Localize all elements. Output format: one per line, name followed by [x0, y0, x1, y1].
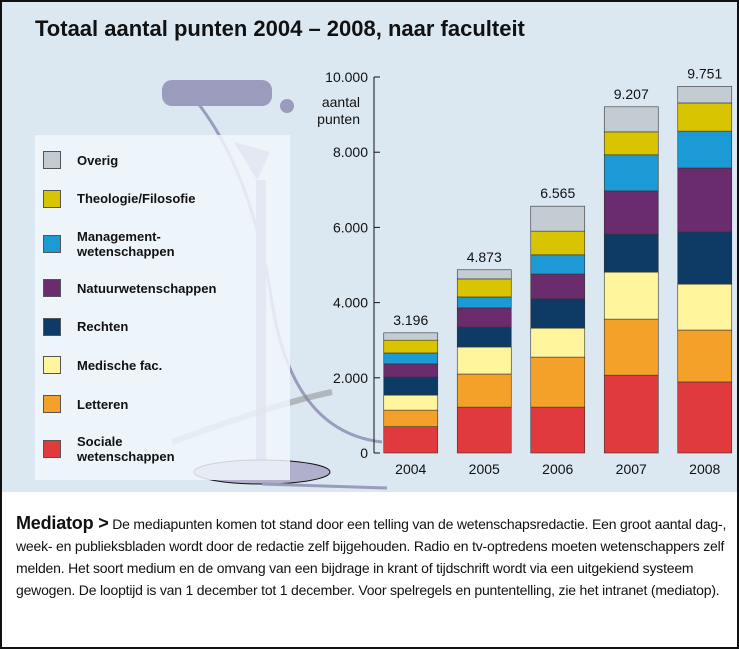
legend: Sociale wetenschappen Letteren Medische fa…	[35, 135, 290, 480]
bar-segment	[678, 284, 732, 330]
bar-segment	[604, 191, 658, 234]
bar-segment	[531, 255, 585, 274]
bar-segment	[678, 330, 732, 382]
legend-swatch	[43, 279, 61, 297]
total-label: 9.751	[687, 65, 722, 81]
legend-entry: Overig	[35, 151, 290, 169]
legend-swatch	[43, 235, 61, 253]
bar-segment	[457, 270, 511, 279]
bar-segment	[384, 364, 438, 377]
legend-entry: Theologie/Filosofie	[35, 190, 290, 208]
bar-segment	[531, 299, 585, 328]
total-label: 3.196	[393, 312, 428, 328]
legend-label: Letteren	[77, 397, 219, 412]
total-label: 9.207	[614, 86, 649, 102]
y-tick-label: 4.000	[333, 295, 368, 311]
bar-segment	[384, 333, 438, 340]
legend-entry: Natuurwetenschappen	[35, 279, 290, 297]
bar-segment	[531, 206, 585, 231]
y-tick-label: 6.000	[333, 219, 368, 235]
legend-swatch	[43, 395, 61, 413]
legend-label: Overig	[77, 153, 219, 168]
x-tick-label: 2006	[542, 461, 573, 477]
bar-segment	[457, 279, 511, 297]
bar-segment	[604, 319, 658, 375]
bar-segment	[384, 340, 438, 353]
bar-segment	[678, 382, 732, 453]
bar-segment	[457, 327, 511, 347]
note-lead: Mediatop >	[16, 513, 109, 533]
bar-segment	[457, 347, 511, 374]
bar-segment	[457, 374, 511, 407]
note: Mediatop > De mediapunten komen tot stan…	[16, 512, 728, 601]
legend-swatch	[43, 190, 61, 208]
bar-segment	[531, 357, 585, 407]
bar-segment	[384, 395, 438, 410]
bar-segment	[678, 168, 732, 232]
note-body: De mediapunten komen tot stand door een …	[16, 516, 726, 598]
bar-segment	[457, 297, 511, 308]
y-tick-label: 0	[360, 445, 368, 461]
bar-segment	[604, 234, 658, 272]
legend-entry: Management-wetenschappen	[35, 229, 290, 259]
bar-segment	[604, 272, 658, 319]
bar-segment	[678, 86, 732, 103]
legend-swatch	[43, 318, 61, 336]
x-tick-label: 2004	[395, 461, 426, 477]
y-tick-label: 8.000	[333, 144, 368, 160]
x-tick-label: 2008	[689, 461, 720, 477]
total-label: 4.873	[467, 249, 502, 265]
legend-label: Sociale wetenschappen	[77, 434, 219, 464]
legend-label: Rechten	[77, 319, 219, 334]
bar-segment	[531, 231, 585, 255]
bar-segment	[531, 407, 585, 453]
bar-segment	[531, 328, 585, 357]
x-tick-label: 2005	[469, 461, 500, 477]
total-label: 6.565	[540, 185, 575, 201]
bar-segment	[384, 427, 438, 453]
legend-swatch	[43, 151, 61, 169]
legend-label: Theologie/Filosofie	[77, 191, 219, 206]
bar-segment	[604, 132, 658, 155]
page: Totaal aantal punten 2004 – 2008, naar f…	[0, 0, 739, 649]
legend-entry: Letteren	[35, 395, 290, 413]
legend-label: Management-wetenschappen	[77, 229, 219, 259]
bar-segment	[604, 155, 658, 191]
x-tick-label: 2007	[616, 461, 647, 477]
bar-segment	[384, 410, 438, 427]
legend-entry: Sociale wetenschappen	[35, 434, 290, 464]
bar-segment	[457, 308, 511, 327]
legend-label: Natuurwetenschappen	[77, 281, 219, 296]
bar-segment	[678, 103, 732, 131]
legend-swatch	[43, 356, 61, 374]
y-tick-label: 2.000	[333, 370, 368, 386]
bar-segment	[604, 375, 658, 453]
bar-segment	[384, 353, 438, 364]
bar-segment	[384, 377, 438, 395]
bar-segment	[678, 232, 732, 284]
y-tick-label: 10.000	[325, 69, 368, 85]
bar-segment	[457, 407, 511, 453]
legend-swatch	[43, 440, 61, 458]
legend-label: Medische fac.	[77, 358, 219, 373]
legend-entry: Medische fac.	[35, 356, 290, 374]
bar-segment	[678, 131, 732, 168]
bar-segment	[604, 107, 658, 132]
legend-entry: Rechten	[35, 318, 290, 336]
bar-segment	[531, 274, 585, 299]
y-axis-label: aantal punten	[308, 94, 360, 128]
